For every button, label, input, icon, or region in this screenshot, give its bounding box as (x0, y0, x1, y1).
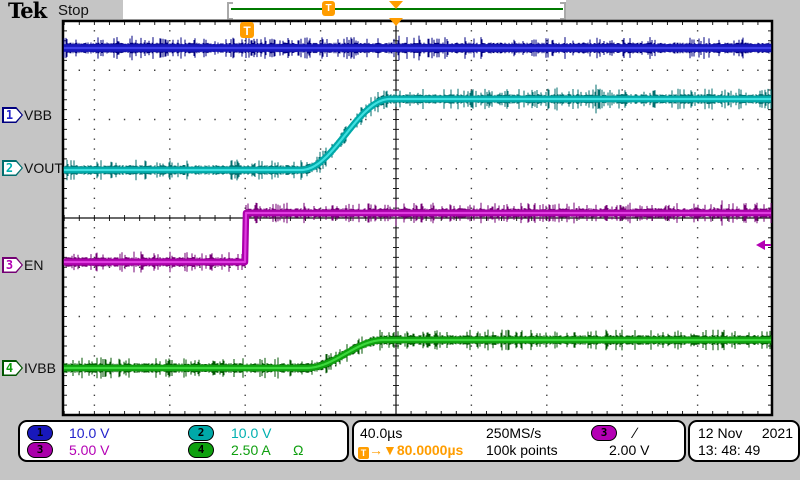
date-year: 2021 (761, 425, 793, 441)
trigger-level: 2.00 V (609, 442, 650, 458)
acquisition-status: Stop (58, 2, 89, 19)
trigger-t-flag[interactable] (240, 22, 254, 38)
channel-1-scale: 10.0 V (69, 425, 110, 441)
datetime-box: 12 Nov 2021 13: 48: 49 (688, 420, 800, 462)
delay-value: 80.0000µs (396, 442, 464, 458)
record-window-bracket-left (227, 2, 233, 20)
timebase-scale: 40.0µs (360, 425, 403, 441)
trace-ivbb-core (63, 338, 772, 370)
channel-3-readout-badge[interactable]: 3 (27, 442, 53, 458)
channel-1-readout-badge[interactable]: 1 (27, 425, 53, 441)
trigger-level-arrow[interactable] (756, 240, 765, 250)
trigger-slope-icon: ∕ (634, 425, 637, 442)
tek-logo: Tek (8, 0, 47, 23)
channel-2-scale: 10.0 V (231, 425, 272, 441)
trigger-source-badge[interactable]: 3 (591, 425, 617, 441)
record-window-bracket-right (560, 2, 566, 20)
channel-4-signal-label: IVBB (24, 360, 56, 376)
trigger-position-icon[interactable] (389, 18, 403, 26)
delay-arrows: →▼ (369, 442, 397, 458)
date-day-month: 12 Nov (698, 425, 743, 441)
horizontal-delay-readout: T →▼80.0000µs (358, 442, 463, 459)
channel-readout-box[interactable]: 1 10.0 V 2 10.0 V 3 5.00 V 4 2.50 A Ω (18, 420, 349, 462)
channel-4-impedance-symbol: Ω (293, 442, 304, 458)
channel-3-marker-number: 3 (5, 258, 14, 272)
channel-2-marker-number: 2 (5, 161, 14, 175)
sample-rate: 250MS/s (486, 425, 542, 441)
time: 13: 48: 49 (698, 442, 761, 458)
record-length-line (231, 8, 563, 10)
trace-vout-core (63, 97, 772, 172)
channel-4-scale: 2.50 A (231, 442, 271, 458)
trigger-t-flag-label: T (243, 24, 251, 38)
channel-2-marker[interactable]: 2 (2, 160, 23, 176)
record-view-bar[interactable]: T (123, 0, 566, 20)
channel-3-signal-label: EN (24, 257, 44, 273)
channel-4-readout-badge[interactable]: 4 (188, 442, 214, 458)
trace-en-core (63, 211, 772, 264)
channel-2-signal-label: VOUT (24, 160, 63, 176)
channel-1-signal-label: VBB (24, 107, 53, 123)
channel-1-marker-number: 1 (5, 108, 14, 122)
horizontal-trigger-readout-box[interactable]: 40.0µs 250MS/s 3 ∕ T →▼80.0000µs 100k poi… (352, 420, 686, 462)
channel-4-marker[interactable]: 4 (2, 360, 23, 376)
channel-3-marker[interactable]: 3 (2, 257, 23, 273)
graticule-border (61, 19, 774, 417)
record-trigger-t-icon[interactable]: T (322, 1, 335, 16)
trigger-t-icon-small: T (358, 447, 369, 459)
channel-1-marker[interactable]: 1 (2, 107, 23, 123)
record-length: 100k points (486, 442, 558, 458)
channel-3-scale: 5.00 V (69, 442, 110, 458)
channel-2-readout-badge[interactable]: 2 (188, 425, 214, 441)
record-expansion-point-icon[interactable] (389, 1, 403, 9)
channel-4-marker-number: 4 (5, 361, 14, 375)
